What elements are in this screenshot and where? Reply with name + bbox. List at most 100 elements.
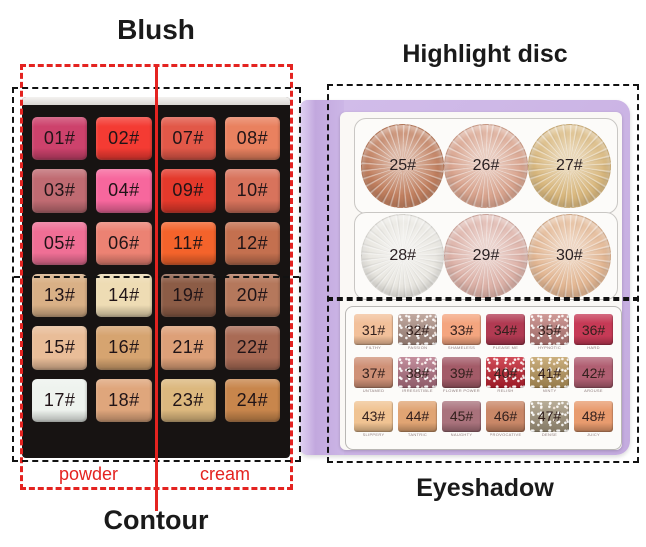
swatch-04: 04#: [96, 169, 152, 213]
shade-number: 39#: [449, 364, 474, 381]
shade-number: 41#: [537, 364, 562, 381]
swatch-number: 16#: [108, 337, 140, 358]
palette-book-spine: [300, 100, 344, 455]
eyeshadow-swatch: 47#: [530, 400, 569, 432]
powder-label: powder: [58, 464, 119, 484]
swatch-number: 04#: [108, 180, 140, 201]
eyeshadow-swatch: 44#: [398, 400, 437, 432]
swatch-13: 13#: [32, 273, 88, 318]
shade-name: TANTRIC: [407, 431, 428, 437]
eyeshadow-shade-45: 45# NAUGHTY: [442, 400, 481, 442]
highlight-disc-25: 25#: [361, 124, 445, 208]
shade-number: 38#: [405, 364, 430, 381]
swatch-number: 22#: [236, 337, 269, 358]
eyeshadow-shade-44: 44# TANTRIC: [398, 400, 437, 442]
highlight-eyeshadow-divider: [327, 297, 639, 301]
swatch-21: 21#: [160, 326, 216, 370]
swatch-number: 08#: [236, 128, 269, 149]
swatch-09: 09#: [160, 169, 216, 213]
swatch-number: 12#: [236, 232, 269, 253]
disc-number: 28#: [389, 247, 417, 264]
shade-number: 35#: [537, 321, 562, 338]
eyeshadow-shade-33: 33# SHAMELESS: [442, 314, 481, 355]
eyeshadow-swatch: 34#: [486, 314, 525, 345]
shade-name: FILTHY: [365, 345, 382, 350]
shade-number: 36#: [581, 321, 606, 338]
swatch-number: 18#: [108, 389, 140, 410]
shade-name: MINTY: [542, 388, 557, 394]
swatch-06: 06#: [96, 221, 152, 265]
shade-name: PASSION: [407, 345, 428, 350]
swatch-number: 03#: [43, 180, 76, 201]
swatch-17: 17#: [32, 378, 88, 422]
disc-number: 25#: [389, 157, 417, 174]
disc-number: 27#: [555, 157, 583, 174]
eyeshadow-label: Eyeshadow: [416, 474, 554, 502]
eyeshadow-swatch: 48#: [574, 400, 613, 432]
eyeshadow-swatch: 45#: [442, 400, 481, 432]
shade-number: 48#: [581, 408, 606, 425]
swatch-number: 07#: [172, 128, 204, 149]
eyeshadow-swatch: 46#: [486, 400, 525, 432]
swatch-08: 08#: [224, 117, 280, 161]
swatch-07: 07#: [160, 117, 216, 161]
shade-number: 34#: [493, 321, 518, 338]
eyeshadow-shade-31: 31# FILTHY: [354, 314, 393, 355]
cream-label: cream: [199, 464, 250, 484]
highlight-disc-30: 30#: [527, 214, 611, 298]
shade-number: 32#: [405, 321, 430, 338]
swatch-number: 14#: [108, 285, 140, 306]
highlight-eyeshadow-outline: [327, 84, 639, 463]
swatch-number: 05#: [43, 232, 76, 253]
swatch-24: 24#: [224, 378, 280, 422]
eyeshadow-swatch: 36#: [574, 314, 613, 345]
eyeshadow-shade-42: 42# AROUSE: [574, 357, 613, 398]
swatch-number: 23#: [172, 389, 204, 410]
swatch-01: 01#: [32, 117, 88, 161]
swatch-number: 02#: [108, 128, 140, 149]
swatch-02: 02#: [96, 117, 152, 161]
eyeshadow-swatch: 32#: [398, 314, 437, 345]
swatch-number: 10#: [236, 180, 269, 201]
eyeshadow-shade-32: 32# PASSION: [398, 314, 437, 355]
shade-number: 46#: [493, 408, 518, 425]
eyeshadow-shade-39: 39# FLOWER POWER: [442, 357, 481, 398]
eyeshadow-shade-41: 41# MINTY: [530, 357, 569, 398]
shade-number: 40#: [493, 364, 518, 381]
swatch-18: 18#: [96, 378, 152, 422]
shade-number: 43#: [361, 408, 386, 425]
swatch-20: 20#: [224, 273, 280, 318]
eyeshadow-shade-40: 40# RELISH: [486, 357, 525, 398]
swatch-number: 20#: [236, 285, 269, 306]
eyeshadow-shade-46: 46# PROVOCATIVE: [486, 400, 525, 442]
swatch-number: 17#: [43, 389, 76, 410]
eyeshadow-shade-36: 36# HARD: [574, 314, 613, 355]
tray-grid: 01# 02# 07# 08# 03# 04# 09# 10# 05# 06# …: [22, 105, 290, 434]
eyeshadow-shade-35: 35# HYPNOTIC: [530, 314, 569, 355]
shade-name: DENSE: [541, 431, 558, 437]
highlight-disc-28: 28#: [361, 214, 445, 298]
highlight-disc-27: 27#: [527, 124, 611, 208]
swatch-22: 22#: [224, 326, 280, 370]
eyeshadow-shade-38: 38# IRRESISTIBLE: [398, 357, 437, 398]
shade-number: 47#: [537, 408, 562, 425]
highlight-row-top: 25# 26# 27#: [354, 118, 618, 214]
swatch-05: 05#: [32, 221, 88, 265]
swatch-19: 19#: [160, 273, 216, 318]
swatch-12: 12#: [224, 221, 280, 265]
swatch-11: 11#: [160, 221, 216, 265]
disc-number: 29#: [472, 247, 500, 264]
shade-name: UNTAMED: [362, 388, 385, 394]
eyeshadow-swatch: 41#: [530, 357, 569, 389]
swatch-number: 11#: [173, 232, 204, 253]
swatch-number: 19#: [172, 285, 204, 306]
shade-number: 45#: [449, 408, 474, 425]
eyeshadow-swatch: 33#: [442, 314, 481, 345]
swatch-03: 03#: [32, 169, 88, 213]
swatch-number: 13#: [43, 285, 76, 306]
swatch-number: 15#: [43, 337, 76, 358]
shade-number: 42#: [581, 364, 606, 381]
eyeshadow-swatch: 31#: [354, 314, 393, 345]
swatch-16: 16#: [96, 326, 152, 370]
